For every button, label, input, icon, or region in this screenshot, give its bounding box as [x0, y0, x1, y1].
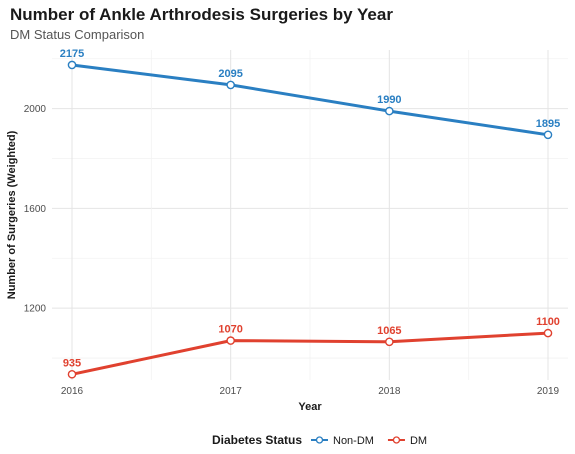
- chart-subtitle: DM Status Comparison: [10, 27, 145, 42]
- data-point-non-dm: [543, 130, 553, 140]
- data-points: [67, 60, 553, 379]
- data-label-dm: 1065: [377, 325, 401, 337]
- legend-title: Diabetes Status: [212, 433, 302, 447]
- data-label-dm: 1100: [536, 316, 560, 328]
- x-tick-label: 2017: [220, 386, 243, 397]
- y-tick-label: 2000: [24, 104, 47, 115]
- data-point-non-dm: [67, 60, 77, 70]
- data-point-dm: [226, 336, 235, 345]
- data-label-non-dm: 2095: [218, 68, 242, 80]
- data-point-non-dm: [385, 106, 394, 116]
- data-label-non-dm: 1990: [377, 94, 401, 106]
- series-lines: [70, 63, 550, 376]
- x-axis-title: Year: [298, 401, 322, 413]
- legend-swatch-point-non-dm: [315, 436, 324, 444]
- legend-label-non-dm: Non-DM: [333, 435, 374, 447]
- y-tick-label: 1200: [24, 304, 47, 315]
- data-label-non-dm: 1895: [536, 118, 560, 130]
- legend-swatch-point-dm: [392, 436, 401, 444]
- legend: Diabetes Status Non-DM DM: [212, 433, 427, 447]
- chart-title: Number of Ankle Arthrodesis Surgeries by…: [10, 5, 393, 24]
- x-tick-label: 2019: [537, 386, 560, 397]
- data-label-dm: 935: [63, 357, 81, 369]
- legend-label-dm: DM: [410, 435, 427, 447]
- x-axis-ticks: 2016 2017 2018 2019: [61, 386, 560, 397]
- data-point-dm: [543, 328, 553, 338]
- data-point-non-dm: [226, 80, 235, 90]
- x-tick-label: 2018: [378, 386, 401, 397]
- series-line-non-dm: [70, 63, 550, 137]
- series-line-dm: [70, 331, 550, 376]
- grid-lines: [52, 50, 568, 380]
- data-point-dm: [385, 337, 394, 347]
- data-label-non-dm: 2175: [60, 48, 84, 60]
- y-axis-title: Number of Surgeries (Weighted): [6, 130, 18, 299]
- y-tick-label: 1600: [24, 204, 47, 215]
- data-labels: 2175 2095 1990 1895 935 1070 1065 1100: [60, 48, 560, 369]
- y-axis-ticks: 1200 1600 2000: [24, 104, 47, 315]
- x-tick-label: 2016: [61, 386, 84, 397]
- data-point-dm: [67, 369, 77, 379]
- data-label-dm: 1070: [218, 324, 242, 336]
